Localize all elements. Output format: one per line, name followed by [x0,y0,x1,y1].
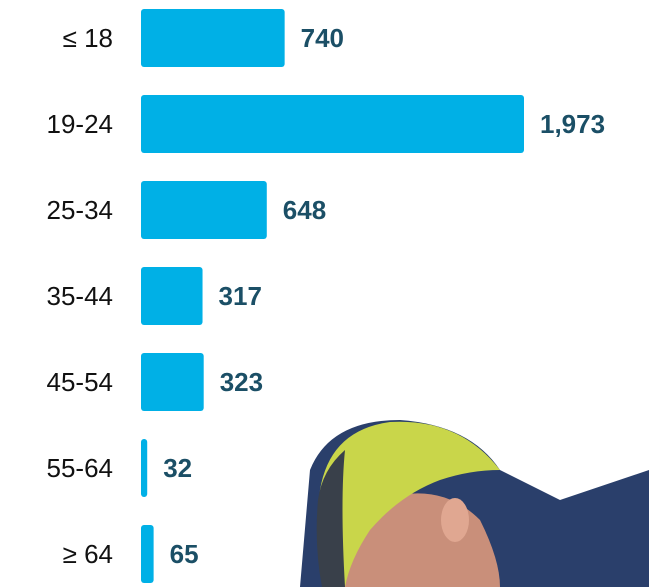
value-label: 32 [163,453,192,483]
value-label: 1,973 [540,109,605,139]
cap-front [316,450,345,587]
photo [300,420,649,587]
value-label: 648 [283,195,326,225]
bar [141,525,154,583]
category-label: 25-34 [47,195,114,225]
category-label: 19-24 [47,109,114,139]
bar [141,95,524,153]
category-label: 55-64 [47,453,114,483]
cap [318,421,500,587]
bar [141,439,148,497]
category-label: ≥ 64 [63,539,113,569]
bar [141,267,203,325]
category-label: 35-44 [47,281,114,311]
value-label: 317 [219,281,262,311]
category-label: ≤ 18 [63,23,113,53]
bar [141,9,285,67]
bar [141,181,267,239]
value-label: 323 [220,367,263,397]
ear [441,498,469,542]
value-label: 740 [301,23,344,53]
bar [141,353,204,411]
value-label: 65 [170,539,199,569]
category-label: 45-54 [47,367,114,397]
